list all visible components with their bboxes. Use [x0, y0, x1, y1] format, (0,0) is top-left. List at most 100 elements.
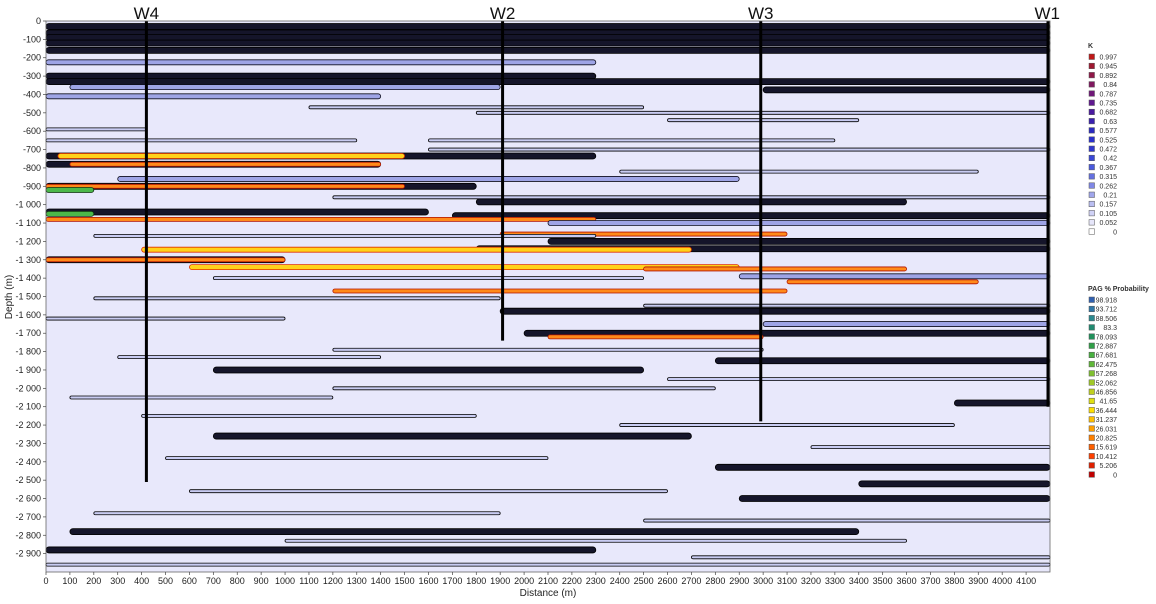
band-43	[738, 273, 1051, 280]
legend-label: 36.444	[1096, 408, 1118, 415]
y-tick-label: -1 200	[15, 236, 41, 246]
band-21	[69, 161, 382, 167]
x-tick-label: 3300	[825, 576, 845, 586]
legend-swatch	[1088, 99, 1095, 106]
legend-label: 93.712	[1096, 307, 1118, 314]
legend-swatch	[1088, 81, 1095, 88]
x-tick-label: 2600	[658, 576, 678, 586]
legend-label: 41.65	[1099, 399, 1117, 406]
band-57	[212, 366, 645, 374]
band-46	[332, 288, 788, 294]
legend-swatch	[1088, 407, 1095, 414]
band-40	[45, 257, 286, 263]
x-tick-label: 400	[134, 576, 149, 586]
legend-swatch	[1088, 434, 1095, 441]
band-5	[45, 59, 597, 66]
legend-label: 0.787	[1099, 91, 1117, 98]
legend-label: 0.262	[1099, 183, 1117, 190]
x-tick-label: 2400	[610, 576, 630, 586]
x-tick-label: 3900	[968, 576, 988, 586]
band-77	[45, 562, 1051, 567]
y-tick-label: -300	[23, 71, 41, 81]
legend-swatch	[1088, 397, 1095, 404]
y-tick-label: -2 900	[15, 549, 41, 559]
legend-swatch	[1088, 62, 1095, 69]
legend-swatch	[1088, 200, 1095, 207]
y-tick-label: -1 900	[15, 365, 41, 375]
y-tick-label: -2 600	[15, 494, 41, 504]
y-tick-label: -2 700	[15, 512, 41, 522]
legend-swatch	[1088, 219, 1095, 226]
x-tick-label: 3100	[777, 576, 797, 586]
x-tick-label: 100	[62, 576, 77, 586]
legend-swatch	[1088, 191, 1095, 198]
band-23	[117, 176, 740, 182]
y-axis: 0 -100 -200 -300 -400 -500 -600 -700 -800 -900 -1 …	[15, 16, 46, 559]
y-tick-label: -2 500	[15, 475, 41, 485]
legend-swatch	[1088, 72, 1095, 79]
band-72	[643, 518, 1051, 523]
band-36	[547, 237, 1051, 245]
x-tick-label: 2500	[634, 576, 654, 586]
band-55	[117, 355, 382, 360]
x-tick-label: 1400	[371, 576, 391, 586]
legend-swatch	[1088, 315, 1095, 322]
x-tick-label: 1700	[442, 576, 462, 586]
band-56	[714, 357, 1051, 365]
x-tick-label: 1800	[466, 576, 486, 586]
legend-swatch	[1088, 296, 1095, 303]
legend-label: 0.577	[1099, 128, 1117, 135]
legend-swatch	[1088, 379, 1095, 386]
band-32	[45, 216, 597, 222]
legend-swatch	[1088, 416, 1095, 423]
band-4	[45, 46, 1051, 54]
band-2	[45, 34, 1051, 41]
y-tick-label: -2 200	[15, 420, 41, 430]
legend-label: 0.997	[1099, 55, 1117, 62]
legend-label: 0	[1113, 472, 1117, 479]
legend-swatch	[1088, 370, 1095, 377]
band-61	[953, 399, 1051, 407]
band-62	[141, 413, 477, 418]
band-64	[212, 432, 692, 440]
x-axis-title: Distance (m)	[520, 588, 577, 599]
x-tick-label: 1900	[490, 576, 510, 586]
legend-label: 0.945	[1099, 64, 1117, 71]
x-tick-label: 1500	[395, 576, 415, 586]
x-tick-label: 0	[43, 576, 48, 586]
band-0	[45, 23, 1051, 30]
legend-label: 0.052	[1099, 220, 1117, 227]
well-label-w4: W4	[134, 4, 160, 23]
legend-label: 0	[1113, 229, 1117, 236]
band-54	[332, 347, 764, 352]
x-tick-label: 2000	[514, 576, 534, 586]
legend-label: 46.856	[1096, 390, 1118, 397]
y-tick-label: -900	[23, 181, 41, 191]
y-axis-title: Depth (m)	[4, 275, 15, 319]
y-tick-label: -200	[23, 53, 41, 63]
legend-swatch	[1088, 333, 1095, 340]
well-label-w2: W2	[490, 4, 516, 23]
legend-swatch	[1088, 425, 1095, 432]
well-label-w3: W3	[748, 4, 774, 23]
legend-label: 72.887	[1096, 344, 1118, 351]
x-tick-label: 800	[230, 576, 245, 586]
legend-label: 0.315	[1099, 174, 1117, 181]
legend-swatch	[1088, 154, 1095, 161]
band-38	[141, 246, 692, 253]
legend-label: 62.475	[1096, 362, 1118, 369]
legend-label: 88.506	[1096, 316, 1118, 323]
legend-label: 0.84	[1103, 82, 1117, 89]
x-tick-label: 3400	[849, 576, 869, 586]
legend-label: 0.525	[1099, 137, 1117, 144]
x-tick-label: 1000	[275, 576, 295, 586]
legend-label: 0.21	[1103, 193, 1117, 200]
band-53	[547, 334, 764, 340]
y-tick-label: -800	[23, 163, 41, 173]
x-tick-label: 3000	[753, 576, 773, 586]
legends: K 0.997 0.945 0.892 0.84 0.787 0.735 0.682 0.63 0…	[1088, 43, 1149, 479]
band-45	[786, 279, 979, 285]
x-tick-label: 3800	[944, 576, 964, 586]
legend-label: 0.42	[1103, 156, 1117, 163]
